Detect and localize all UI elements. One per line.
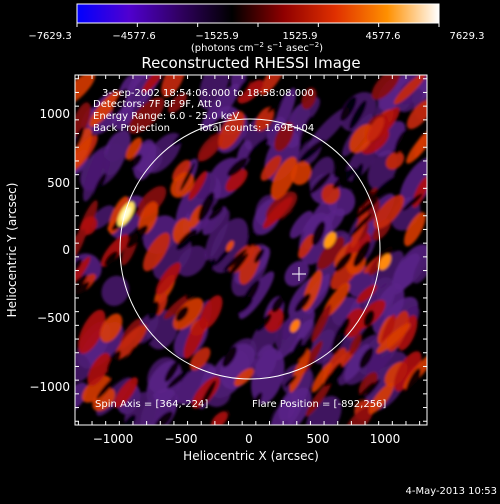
colorbar-units: (photons cm−2 s−1 asec−2) (191, 41, 323, 54)
energy-range-text: Energy Range: 6.0 - 25.0 keV (93, 111, 239, 122)
colorbar-tick-label: −7629.3 (28, 31, 71, 42)
y-tick-label: −500 (37, 311, 70, 325)
bright-source (323, 231, 337, 249)
x-tick-label: 500 (307, 432, 330, 446)
x-axis-label: Heliocentric X (arcsec) (183, 449, 319, 463)
y-tick-label: 500 (47, 176, 70, 190)
colorbar-tick-label: −4577.6 (112, 31, 155, 42)
spin-axis-text: Spin Axis = [364,-224] (95, 399, 208, 410)
y-tick-label: 1000 (39, 107, 70, 121)
colorbar-tick-label: 7629.3 (450, 31, 485, 42)
colorbar (76, 3, 440, 24)
method-text: Back Projection (93, 123, 170, 134)
spin-axis-marker (292, 267, 306, 281)
colorbar-ticks (76, 23, 440, 27)
time-range-text: 3-Sep-2002 18:54:06.000 to 18:58:08.000 (102, 88, 314, 99)
y-tick-label: −1000 (29, 380, 70, 394)
x-tick-label: −1000 (93, 432, 134, 446)
flare-position-text: Flare Position = [-892,256] (252, 399, 386, 410)
colorbar-tick-label: 1525.9 (283, 31, 318, 42)
x-tick-label: 0 (245, 432, 253, 446)
reconstructed-image (75, 75, 427, 425)
plot-title: Reconstructed RHESSI Image (141, 54, 360, 72)
axis-ticks (75, 75, 427, 425)
timestamp-text: 4-May-2013 10:53 (405, 486, 497, 497)
bright-source (290, 319, 300, 333)
solar-limb-circle (119, 118, 381, 380)
x-tick-label: 1000 (370, 432, 401, 446)
y-tick-label: 0 (62, 243, 70, 257)
colorbar-tick-label: −1525.9 (195, 31, 238, 42)
x-tick-label: −500 (165, 432, 198, 446)
bright-source (226, 240, 234, 252)
plot-frame (74, 74, 428, 426)
y-axis-label: Heliocentric Y (arcsec) (5, 183, 19, 318)
bright-source (378, 253, 392, 271)
colorbar-tick-label: 4577.6 (366, 31, 401, 42)
total-counts-text: Total counts: 1.69E+04 (197, 123, 314, 134)
detectors-text: Detectors: 7F 8F 9F, Att 0 (93, 99, 221, 110)
